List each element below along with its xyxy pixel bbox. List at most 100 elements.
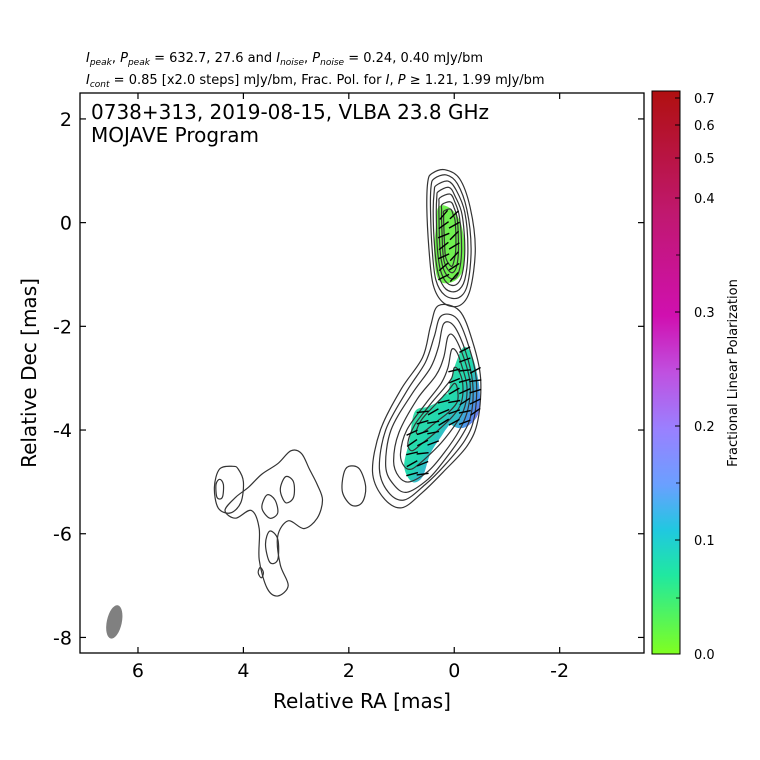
colorbar (651, 90, 681, 655)
colorbar-tick-label: 0.6 (694, 119, 715, 134)
y-tick-label: -4 (53, 420, 72, 442)
pol-vector (449, 210, 460, 220)
pol-vector (469, 379, 482, 383)
contour-core-5 (440, 201, 460, 274)
pol-vector (459, 388, 471, 395)
pol-vector (459, 346, 471, 354)
colorbar-label: Fractional Linear Polarization (726, 279, 741, 467)
pol-vector (439, 209, 449, 220)
pol-vector (427, 430, 440, 435)
colorbar-tick-label: 0.0 (694, 648, 715, 663)
x-tick-label: 4 (237, 660, 249, 682)
y-tick-label: -2 (53, 316, 72, 338)
pol-vector (449, 251, 459, 262)
contour-core-0 (426, 168, 476, 308)
contour-core-2 (432, 180, 469, 293)
colorbar-tick-label: 0.4 (694, 192, 715, 207)
contour-core-1 (429, 174, 472, 300)
contour-core-4 (438, 193, 463, 280)
x-axis-label: Relative RA [mas] (273, 689, 451, 713)
pol-vector (416, 439, 429, 447)
pol-vector (416, 419, 429, 425)
pol-vector (437, 273, 450, 281)
beam-layer (106, 605, 123, 639)
pol-vector (438, 221, 450, 230)
pol-vector (416, 472, 429, 476)
pol-vector (448, 418, 460, 426)
header-line-2: Icont = 0.85 [x2.0 steps] mJy/bm, Frac. … (86, 73, 545, 90)
pol-vector (437, 253, 450, 260)
contour-blob-1-0 (341, 465, 367, 507)
contour-extended-2 (279, 475, 296, 504)
pol-vector (448, 242, 460, 250)
pol-vector (406, 451, 419, 456)
contour-extended-4 (257, 566, 265, 579)
pol-vector (469, 366, 481, 374)
pol-vector (469, 398, 482, 405)
y-tick-label: 2 (60, 109, 72, 131)
plot-title-line-1: 0738+313, 2019-08-15, VLBA 23.8 GHz (91, 100, 489, 124)
polarization-vectors (406, 209, 482, 477)
pol-vector (427, 440, 440, 446)
plot-frame (79, 92, 645, 654)
beam-ellipse (106, 605, 123, 639)
header-line-1: Ipeak, Ppeak = 632.7, 27.6 and Inoise, P… (86, 51, 483, 68)
pol-vector (437, 232, 450, 239)
pol-vector (416, 430, 429, 436)
y-axis-label: Relative Dec [mas] (17, 278, 41, 468)
pol-vector (458, 419, 471, 426)
pol-vector (448, 387, 460, 395)
pol-vector (406, 429, 418, 436)
pol-vector (448, 368, 461, 373)
pol-vector (458, 409, 471, 414)
pol-vector (448, 409, 461, 415)
pol-vector (406, 471, 419, 477)
pol-vector (406, 439, 418, 447)
y-tick-label: -6 (53, 524, 72, 546)
contour-extended-1 (261, 494, 279, 519)
contour-blob-3-0 (215, 478, 225, 500)
axis-ticks: 6 4 2 0 -2 2 0 -2 -4 -6 -8 (53, 93, 644, 682)
colorbar-tick-label: 0.7 (694, 92, 715, 107)
colorbar-ticks: 0.0 0.1 0.2 0.3 0.4 0.5 0.6 0.7 (675, 92, 715, 663)
pol-vector (448, 399, 461, 404)
pol-vector (449, 230, 459, 241)
pol-vector (449, 272, 459, 283)
y-tick-label: -8 (53, 627, 72, 649)
pol-vector (416, 410, 429, 414)
pol-vector (427, 420, 440, 424)
pol-vector (437, 408, 450, 415)
x-tick-label: 2 (343, 660, 355, 682)
plot-title-line-2: MOJAVE Program (91, 123, 259, 147)
pol-vector (469, 407, 481, 416)
contour-extended-0 (224, 449, 324, 597)
colorbar-tick-label: 0.5 (694, 152, 715, 167)
colorbar-tick-label: 0.2 (694, 420, 715, 435)
contour-jet-5 (407, 366, 464, 452)
pol-vector (469, 388, 482, 394)
pol-vector (416, 460, 429, 467)
contour-core-3 (435, 186, 466, 287)
colorbar-tick-label: 0.1 (694, 534, 715, 549)
pol-vector (427, 408, 439, 416)
contour-extended-3 (264, 530, 280, 565)
contour-layer (213, 168, 482, 597)
pol-vector (438, 262, 449, 272)
y-tick-label: 0 (60, 213, 72, 235)
pol-vector (448, 221, 460, 229)
x-tick-label: 0 (448, 660, 460, 682)
pol-vector (437, 399, 450, 404)
x-tick-label: 6 (132, 660, 144, 682)
pol-vector (448, 377, 461, 384)
pol-vector (406, 460, 418, 468)
pol-vector (416, 452, 429, 455)
pol-vector (459, 397, 471, 406)
pol-vector (458, 378, 471, 383)
contour-blob-2-0 (213, 465, 245, 514)
x-tick-label: -2 (550, 660, 569, 682)
contour-jet-2 (385, 321, 474, 493)
pol-vector (458, 369, 471, 372)
pol-vector (458, 357, 471, 363)
colorbar-tick-label: 0.3 (694, 306, 715, 321)
